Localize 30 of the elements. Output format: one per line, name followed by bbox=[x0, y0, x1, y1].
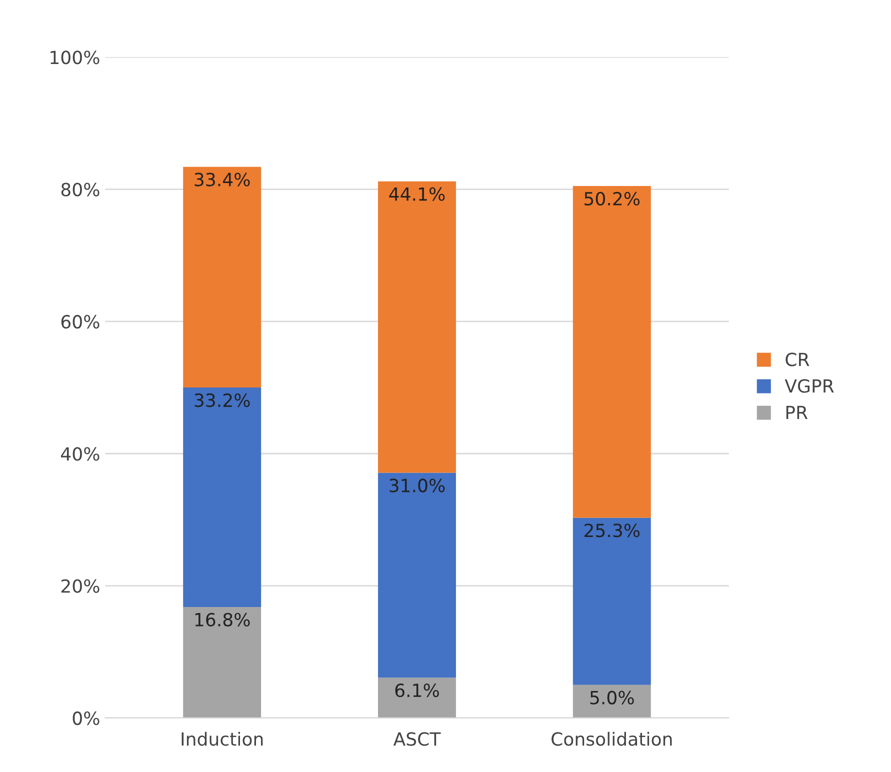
bar bbox=[183, 606, 262, 718]
data-label: 33.2% bbox=[194, 393, 250, 408]
y-tick-label: 40% bbox=[61, 447, 100, 461]
bar bbox=[378, 472, 456, 678]
y-tick-label: 60% bbox=[61, 314, 100, 329]
legend-label: CR bbox=[786, 352, 810, 366]
data-label: 33.4% bbox=[194, 172, 250, 186]
bar bbox=[183, 166, 262, 388]
y-tick-label: 20% bbox=[61, 579, 100, 593]
data-label: 6.1% bbox=[395, 684, 439, 698]
bar bbox=[572, 684, 651, 718]
y-tick-label: 100% bbox=[50, 50, 100, 64]
x-tick-label: Induction bbox=[182, 732, 263, 746]
bar bbox=[572, 518, 651, 685]
bar bbox=[378, 678, 456, 718]
data-label: 50.2% bbox=[584, 192, 640, 206]
legend-label: VGPR bbox=[784, 379, 834, 393]
y-tick-label: 0% bbox=[72, 711, 100, 726]
data-label: 5.0% bbox=[590, 690, 634, 704]
y-tick-label: 80% bbox=[61, 182, 100, 196]
data-label: 31.0% bbox=[390, 478, 445, 492]
bar bbox=[183, 388, 262, 607]
data-label: 16.8% bbox=[195, 612, 250, 626]
legend-label: PR bbox=[786, 406, 808, 420]
x-tick-label: ASCT bbox=[393, 732, 441, 746]
data-label: 44.1% bbox=[389, 187, 445, 201]
bar bbox=[378, 181, 456, 473]
x-tick-label: Consolidation bbox=[552, 732, 672, 746]
data-label: 25.3% bbox=[584, 524, 640, 538]
bar bbox=[572, 186, 651, 518]
